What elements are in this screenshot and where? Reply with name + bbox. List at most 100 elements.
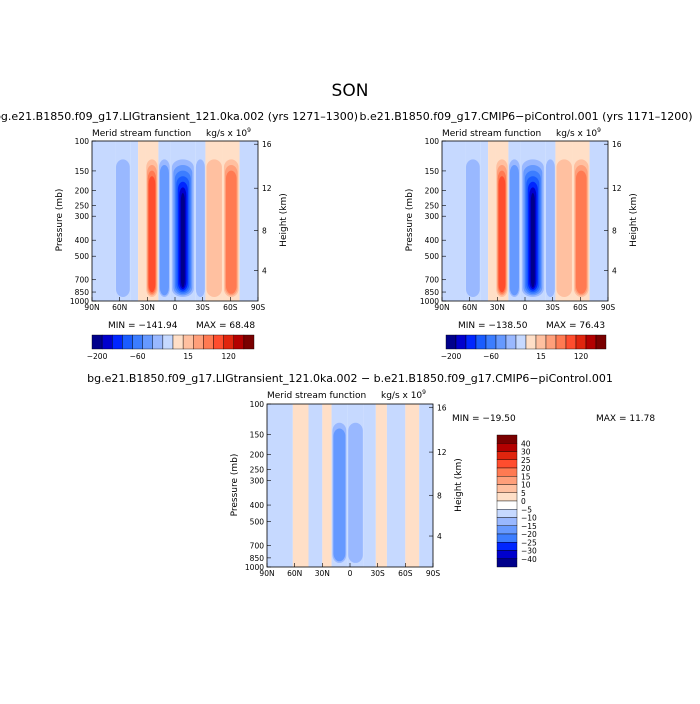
- field-cell: [292, 404, 309, 567]
- x-tick-label: 0: [173, 303, 178, 312]
- y-tick-label: 700: [425, 276, 440, 285]
- x-tick-label: 60S: [573, 303, 588, 312]
- colorbar-label: −15: [521, 522, 537, 531]
- y-tick-label: 250: [250, 466, 265, 475]
- field-contour: [182, 198, 185, 286]
- field-cell: [405, 404, 420, 567]
- field-contour: [545, 159, 555, 297]
- colorbar-swatch: [585, 334, 597, 350]
- field-cell: [442, 141, 466, 301]
- colorbar-swatch: [496, 500, 518, 510]
- y-axis-label: Pressure (mb): [230, 454, 240, 517]
- colorbar-swatch: [101, 334, 113, 350]
- colorbar-swatch: [575, 334, 587, 350]
- colorbar-swatch: [545, 334, 557, 350]
- colorbar-label: 10: [521, 481, 531, 490]
- height-tick-label: 4: [437, 532, 442, 541]
- field-contour: [575, 170, 587, 294]
- y-axis-label: Pressure (mb): [55, 189, 65, 252]
- colorbar-swatch: [496, 517, 518, 526]
- colorbar-label: 30: [521, 448, 531, 457]
- colorbar-label: −60: [130, 352, 146, 361]
- height-tick-label: 8: [437, 491, 442, 500]
- colorbar-swatch: [233, 334, 245, 350]
- field-cell: [267, 404, 293, 567]
- colorbar-label: 40: [521, 439, 531, 448]
- heatmap-area: 90N 60N 30N 0 30S 60S 90S 100 150 200 250 300 400 500…: [420, 137, 622, 312]
- field-contour: [465, 159, 480, 297]
- height-tick-label: 4: [612, 267, 617, 276]
- height-tick-label: 16: [612, 140, 622, 149]
- y-tick-label: 500: [250, 517, 265, 526]
- x-tick-label: 60S: [223, 303, 238, 312]
- colorbar-label: −200: [87, 352, 108, 361]
- max-label: MAX = 76.43: [546, 321, 605, 331]
- y-tick-label: 150: [75, 167, 90, 176]
- colorbar-label: −25: [521, 538, 537, 547]
- colorbar-swatch: [122, 334, 133, 350]
- field-cell: [488, 141, 496, 301]
- season-title: SON: [332, 81, 369, 101]
- panel-lig-transient: bg.e21.B1850.f09_g17.LIGtransient_121.0k…: [0, 110, 358, 361]
- colorbar-swatch: [496, 451, 518, 460]
- x-tick-label: 30S: [546, 303, 561, 312]
- colorbar-swatch: [496, 550, 518, 559]
- panel-title: bg.e21.B1850.f09_g17.LIGtransient_121.0k…: [87, 372, 613, 385]
- y-tick-label: 1000: [70, 297, 89, 306]
- colorbar-swatch: [465, 334, 477, 350]
- x-tick-label: 30S: [196, 303, 211, 312]
- colorbar-swatch: [595, 334, 607, 350]
- panel-difference: bg.e21.B1850.f09_g17.LIGtransient_121.0k…: [87, 372, 655, 578]
- y-tick-label: 100: [75, 137, 90, 146]
- field-cell: [480, 141, 489, 301]
- colorbar-label: 15: [183, 352, 193, 361]
- colorbar-swatch: [496, 459, 518, 469]
- height-tick-label: 12: [262, 184, 272, 193]
- colorbar-swatch: [91, 334, 103, 350]
- colorbar-swatch: [525, 334, 537, 350]
- colorbar-swatch: [496, 492, 518, 502]
- y-tick-label: 200: [425, 187, 440, 196]
- y-tick-label: 850: [250, 554, 265, 563]
- field-cell: [589, 141, 608, 301]
- panel-title: b.e21.B1850.f09_g17.CMIP6−piControl.001 …: [359, 110, 692, 123]
- min-label: MIN = −138.50: [458, 321, 528, 331]
- y-tick-label: 500: [75, 252, 90, 261]
- field-contour: [206, 159, 222, 297]
- y-tick-label: 1000: [245, 563, 264, 572]
- colorbar-label: 0: [521, 497, 526, 506]
- field-contour: [225, 170, 237, 294]
- x-tick-label: 90N: [259, 569, 274, 578]
- y2-axis-label: Height (km): [629, 193, 639, 247]
- y-tick-label: 300: [250, 477, 265, 486]
- y-tick-label: 700: [250, 541, 265, 550]
- y-tick-label: 250: [425, 201, 440, 210]
- field-cell: [138, 141, 146, 301]
- y2-axis-label: Height (km): [279, 193, 289, 247]
- colorbar-label: −40: [521, 555, 537, 564]
- x-tick-label: 30S: [371, 569, 386, 578]
- x-tick-label: 60N: [112, 303, 127, 312]
- panel-subtitle: Merid stream function: [92, 129, 191, 139]
- x-tick-label: 90S: [601, 303, 616, 312]
- y-tick-label: 100: [425, 137, 440, 146]
- colorbar-label: −20: [521, 530, 537, 539]
- height-tick-label: 16: [262, 140, 272, 149]
- colorbar-swatch: [496, 476, 518, 485]
- x-tick-label: 60N: [462, 303, 477, 312]
- colorbar-swatch: [182, 334, 194, 350]
- panel-subtitle: Merid stream function: [267, 391, 366, 401]
- y-tick-label: 150: [250, 430, 265, 439]
- field-cell: [322, 404, 332, 567]
- field-cell: [239, 141, 258, 301]
- y-tick-label: 700: [75, 276, 90, 285]
- y-tick-label: 200: [75, 187, 90, 196]
- field-cell: [375, 404, 387, 567]
- height-tick-label: 8: [262, 227, 267, 236]
- field-cell: [419, 404, 433, 567]
- field-contour: [159, 165, 169, 296]
- colorbar-label: −30: [521, 547, 537, 556]
- field-contour: [115, 159, 130, 297]
